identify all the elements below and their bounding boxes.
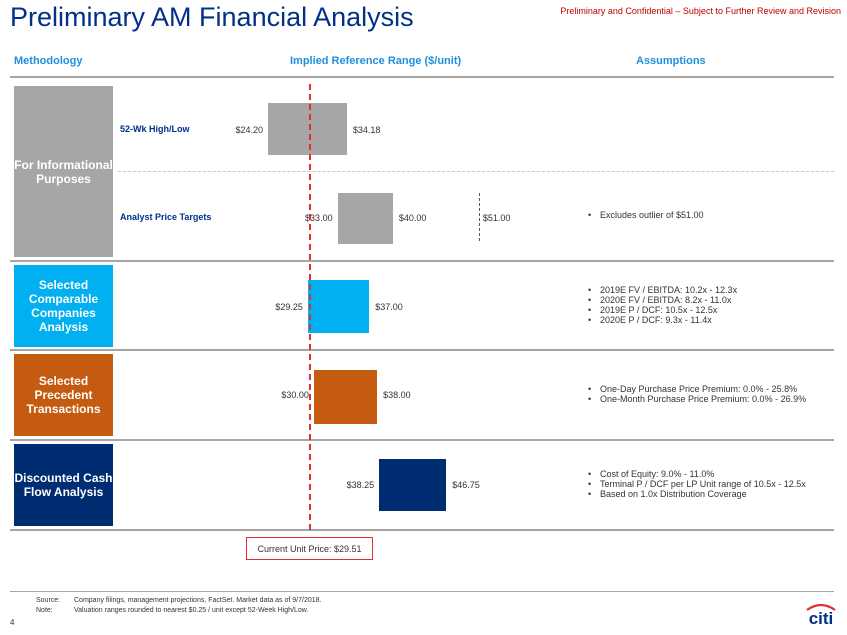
outlier-label: $51.00 [482, 213, 511, 223]
confidential-notice: Preliminary and Confidential – Subject t… [560, 6, 841, 16]
range-bar-comparable [307, 280, 370, 333]
methodology-header: Methodology [14, 55, 83, 67]
informational-row-divider [118, 171, 834, 172]
assumption-item: Based on 1.0x Distribution Coverage [588, 489, 806, 499]
assumptions-analyst: Excludes outlier of $51.00 [588, 210, 704, 220]
low-label-analyst: $33.00 [305, 213, 333, 223]
assumptions-dcf: Cost of Equity: 9.0% - 11.0%Terminal P /… [588, 469, 806, 499]
high-label-wk52: $34.18 [352, 125, 381, 135]
page-number: 4 [10, 618, 15, 627]
assumption-item: Terminal P / DCF per LP Unit range of 10… [588, 479, 806, 489]
range-header: Implied Reference Range ($/unit) [290, 55, 462, 67]
header-divider [10, 76, 834, 78]
range-bar-precedent [313, 370, 378, 424]
method-box-dcf: Discounted Cash Flow Analysis [14, 444, 113, 526]
low-label-dcf: $38.25 [346, 480, 375, 490]
row-divider [10, 439, 834, 441]
method-box-informational: For Informational Purposes [14, 86, 113, 257]
footer-divider [10, 591, 834, 592]
assumption-item: 2019E FV / EBITDA: 10.2x - 12.3x [588, 285, 737, 295]
assumptions-comparable: 2019E FV / EBITDA: 10.2x - 12.3x2020E FV… [588, 285, 737, 325]
source-text: Company filings, management projections,… [74, 597, 322, 604]
assumption-item: Cost of Equity: 9.0% - 11.0% [588, 469, 806, 479]
method-label-comparable: Selected Comparable Companies Analysis [28, 278, 99, 334]
page-title: Preliminary AM Financial Analysis [10, 2, 414, 32]
assumption-item: Excludes outlier of $51.00 [588, 210, 704, 220]
row-divider [10, 260, 834, 262]
assumption-item: One-Month Purchase Price Premium: 0.0% -… [588, 394, 806, 404]
high-label-precedent: $38.00 [383, 390, 411, 400]
method-label-informational: For Informational Purposes [14, 157, 113, 186]
assumptions-precedent: One-Day Purchase Price Premium: 0.0% - 2… [588, 384, 806, 404]
assumption-item: One-Day Purchase Price Premium: 0.0% - 2… [588, 384, 806, 394]
low-label-wk52: $24.20 [235, 125, 263, 135]
svg-text:citi: citi [809, 609, 834, 626]
assumption-item: 2020E P / DCF: 9.3x - 11.4x [588, 315, 737, 325]
citi-logo: citi [801, 602, 841, 631]
high-label-analyst: $40.00 [398, 213, 427, 223]
range-bar-wk52 [268, 103, 347, 155]
high-label-comparable: $37.00 [375, 302, 403, 312]
range-bar-dcf [379, 459, 447, 511]
assumptions-header: Assumptions [636, 55, 706, 67]
current-price-line [308, 84, 311, 530]
row-label-52wk: 52-Wk High/Low [120, 124, 190, 134]
assumption-item: 2020E FV / EBITDA: 8.2x - 11.0x [588, 295, 737, 305]
low-label-comparable: $29.25 [275, 302, 303, 312]
row-label-analyst: Analyst Price Targets [120, 212, 212, 222]
outlier-marker [478, 193, 480, 241]
method-label-dcf: Discounted Cash Flow Analysis [14, 471, 113, 499]
note-text: Valuation ranges rounded to nearest $0.2… [74, 607, 309, 614]
high-label-dcf: $46.75 [452, 480, 480, 490]
low-label-precedent: $30.00 [281, 390, 309, 400]
method-box-precedent: Selected Precedent Transactions [14, 354, 113, 436]
row-divider [10, 529, 834, 531]
method-label-precedent: Selected Precedent Transactions [26, 374, 101, 416]
assumption-item: 2019E P / DCF: 10.5x - 12.5x [588, 305, 737, 315]
note-label: Note: [36, 607, 53, 614]
row-divider [10, 349, 834, 351]
source-label: Source: [36, 597, 61, 604]
current-price-label: Current Unit Price: $29.51 [246, 537, 373, 560]
method-box-comparable: Selected Comparable Companies Analysis [14, 265, 113, 347]
range-bar-analyst [337, 193, 393, 244]
